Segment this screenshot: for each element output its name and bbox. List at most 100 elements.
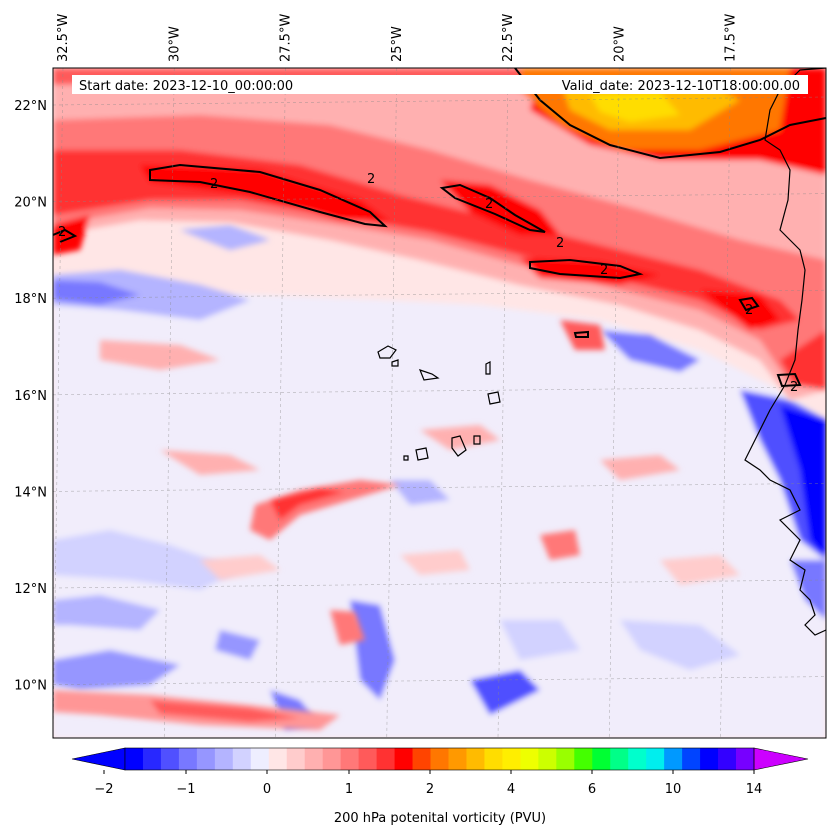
cape-verde-island-1 — [377, 345, 397, 359]
colorbar-tick-label-7: 10 — [665, 782, 682, 797]
lon-label-1: 30°W — [167, 26, 182, 62]
colorbar-swatch-27 — [610, 748, 629, 770]
gridline-lat-5 — [53, 579, 826, 589]
lat-label-1: 20°N — [14, 196, 47, 211]
map-panel — [53, 68, 826, 738]
colorbar-swatch-4 — [196, 748, 216, 770]
contour-north-large — [514, 68, 826, 160]
colorbar-swatch-7 — [250, 748, 270, 770]
colorbar-swatch-33 — [718, 748, 737, 770]
gridline-lon-6 — [720, 68, 731, 738]
contour-label-1: 2 — [210, 177, 218, 192]
cape-verde-island-2 — [391, 359, 399, 367]
cape-verde-island-8 — [415, 447, 429, 461]
colorbar-swatch-25 — [574, 748, 593, 770]
contour-label-5: 2 — [600, 263, 608, 278]
colorbar-swatch-16 — [412, 748, 431, 770]
colorbar-swatch-19 — [466, 748, 485, 770]
colorbar-swatch-1 — [142, 748, 162, 770]
colorbar-label: 200 hPa potenital vorticity (PVU) — [334, 811, 546, 826]
lat-label-6: 10°N — [14, 679, 47, 694]
colorbar-swatch-32 — [700, 748, 719, 770]
colorbar-swatch-15 — [394, 748, 413, 770]
colorbar-swatch-17 — [430, 748, 449, 770]
contour-small-3 — [573, 330, 589, 338]
contour-west-band — [149, 163, 388, 228]
gridline-lon-0 — [53, 68, 64, 738]
colorbar-swatch-21 — [502, 748, 521, 770]
lat-label-5: 12°N — [14, 582, 47, 597]
colorbar-swatch-12 — [340, 748, 360, 770]
colorbar-tick-label-4: 2 — [426, 782, 434, 797]
gridline-lon-3 — [386, 68, 398, 738]
coastline — [377, 68, 826, 636]
cape-verde-island-3 — [418, 369, 440, 381]
colorbar-swatch-18 — [448, 748, 467, 770]
cape-verde-island-9 — [403, 455, 409, 461]
colorbar-swatch-3 — [178, 748, 198, 770]
lat-label-4: 14°N — [14, 485, 47, 500]
colorbar-under-arrow — [71, 747, 126, 771]
lon-label-2: 27.5°W — [279, 14, 294, 62]
contour-west-edge — [53, 228, 78, 243]
contour-label-7: 2 — [790, 380, 798, 395]
lon-label-6: 17.5°W — [724, 14, 739, 62]
colorbar-swatch-34 — [736, 748, 755, 770]
contour-mid-band — [439, 183, 546, 233]
colorbar-swatch-5 — [214, 748, 234, 770]
map-frame — [52, 67, 827, 739]
colorbar-tick-label-0: −2 — [94, 782, 113, 797]
gridline-lat-2 — [53, 289, 826, 299]
colorbar-tick-label-1: −1 — [176, 782, 195, 797]
cape-verde-island-6 — [451, 435, 467, 457]
contour-label-3: 2 — [485, 197, 493, 212]
gridline-lat-4 — [53, 483, 826, 492]
colorbar-swatch-31 — [682, 748, 701, 770]
colorbar-swatch-14 — [376, 748, 395, 770]
colorbar-swatch-26 — [592, 748, 611, 770]
gridline-lon-4 — [497, 68, 509, 738]
gridline-lon-5 — [608, 68, 620, 738]
colorbar-swatch-23 — [538, 748, 557, 770]
contour-small-1 — [738, 296, 760, 312]
contour-label-6: 2 — [745, 303, 753, 318]
colorbar-swatch-20 — [484, 748, 503, 770]
gridline-lon-2 — [275, 68, 286, 738]
contour-label-2: 2 — [367, 172, 375, 187]
lon-label-3: 25°W — [390, 26, 405, 62]
colorbar-swatch-6 — [232, 748, 252, 770]
colorbar-swatch-8 — [268, 748, 288, 770]
colorbar-swatch-9 — [286, 748, 306, 770]
gridline-lat-3 — [53, 386, 826, 396]
colorbar — [71, 747, 809, 771]
colorbar-swatch-2 — [160, 748, 180, 770]
gridline-lat-1 — [53, 193, 826, 202]
colorbar-swatch-22 — [520, 748, 539, 770]
start-date: Start date: 2023-12-10_00:00:00 — [79, 79, 293, 94]
lon-label-5: 20°W — [612, 26, 627, 62]
colorbar-swatch-11 — [322, 748, 342, 770]
cape-verde-island-5 — [487, 391, 501, 405]
colorbar-tick-label-5: 4 — [507, 782, 515, 797]
colorbar-tick-label-8: 14 — [746, 782, 763, 797]
lat-label-2: 18°N — [14, 292, 47, 307]
lat-label-3: 16°N — [14, 389, 47, 404]
gridline-lat-0 — [53, 96, 826, 106]
colorbar-swatch-28 — [628, 748, 647, 770]
colorbar-ticks: −2 −1 0 1 2 4 6 10 14 — [94, 770, 762, 797]
colorbar-outline — [124, 747, 755, 771]
colorbar-swatch-24 — [556, 748, 575, 770]
colorbar-tick-label-6: 6 — [588, 782, 596, 797]
cape-verde-island-4 — [485, 361, 491, 375]
contour-labels: 2 2 2 2 2 2 2 2 — [58, 172, 798, 395]
valid-date: Valid_date: 2023-12-10T18:00:00.00 — [562, 79, 800, 94]
colorbar-swatch-13 — [358, 748, 377, 770]
contour-east-band — [529, 258, 644, 280]
colorbar-swatch-29 — [646, 748, 665, 770]
colorbar-swatch-0 — [125, 748, 144, 770]
lon-label-0: 32.5°W — [56, 14, 71, 62]
colorbar-swatch-10 — [304, 748, 324, 770]
contour-label-4: 2 — [556, 236, 564, 251]
contour-label-8: 2 — [58, 225, 66, 240]
gridline-lat-6 — [53, 676, 826, 685]
